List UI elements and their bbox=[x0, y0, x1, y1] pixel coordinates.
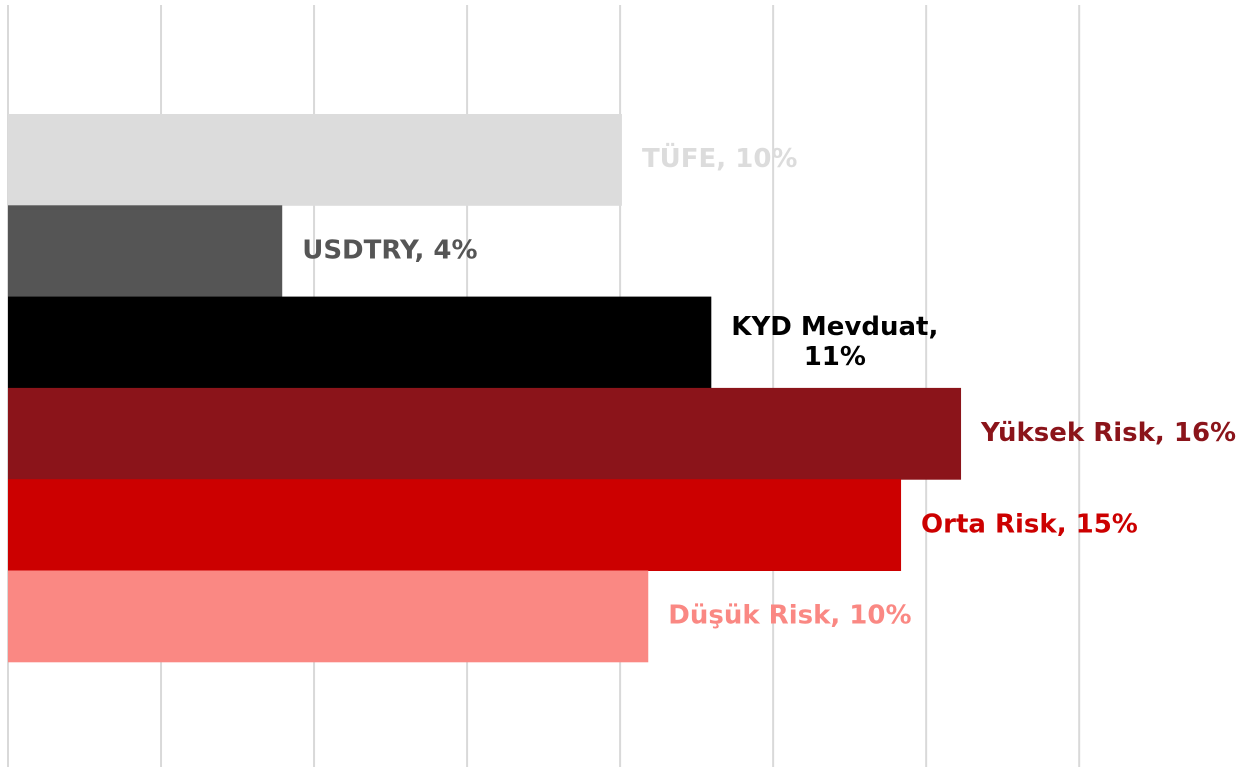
data-label: TÜFE, 10% bbox=[642, 141, 798, 174]
bar bbox=[8, 387, 962, 480]
data-label: KYD Mevduat, bbox=[731, 312, 938, 342]
bar bbox=[8, 570, 649, 663]
bar bbox=[8, 114, 622, 206]
data-label: 11% bbox=[804, 342, 866, 372]
data-label: USDTRY, 4% bbox=[302, 235, 477, 265]
data-label: Orta Risk, 15% bbox=[921, 509, 1138, 539]
bar bbox=[8, 479, 902, 571]
data-label: Yüksek Risk, 16% bbox=[980, 418, 1236, 448]
bar bbox=[8, 296, 712, 389]
data-label: Düşük Risk, 10% bbox=[668, 601, 911, 631]
bar bbox=[8, 205, 283, 298]
